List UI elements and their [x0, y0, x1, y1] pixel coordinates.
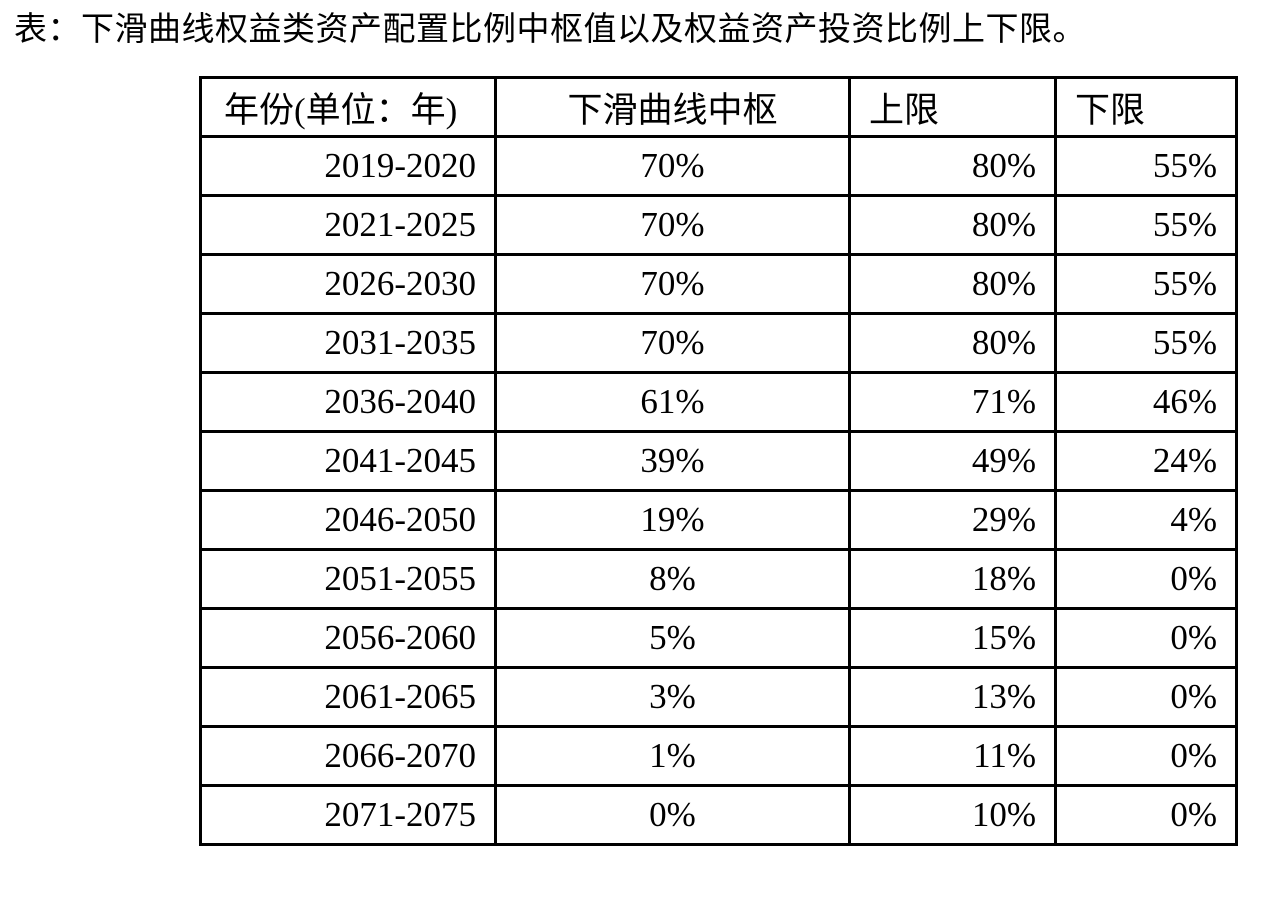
cell-upper: 49% — [848, 430, 1057, 492]
cell-upper: 11% — [848, 725, 1057, 787]
cell-lower: 55% — [1054, 194, 1238, 256]
cell-year: 2046-2050 — [199, 489, 497, 551]
cell-center: 3% — [494, 666, 851, 728]
cell-center: 70% — [494, 135, 851, 197]
glide-path-table: 年份(单位：年) 下滑曲线中枢 上限 下限 2019-2020 70% 80% 55%… — [199, 76, 1238, 846]
cell-center: 61% — [494, 371, 851, 433]
cell-center: 70% — [494, 253, 851, 315]
cell-center: 70% — [494, 194, 851, 256]
cell-lower: 0% — [1054, 666, 1238, 728]
cell-center: 5% — [494, 607, 851, 669]
cell-year: 2051-2055 — [199, 548, 497, 610]
header-upper: 上限 — [848, 76, 1057, 138]
table-row: 2061-2065 3% 13% 0% — [199, 666, 1238, 728]
cell-lower: 0% — [1054, 607, 1238, 669]
cell-year: 2021-2025 — [199, 194, 497, 256]
table-row: 2071-2075 0% 10% 0% — [199, 784, 1238, 846]
cell-year: 2026-2030 — [199, 253, 497, 315]
cell-center: 0% — [494, 784, 851, 846]
cell-lower: 4% — [1054, 489, 1238, 551]
table-row: 2051-2055 8% 18% 0% — [199, 548, 1238, 610]
header-year: 年份(单位：年) — [199, 76, 497, 138]
table-header-row: 年份(单位：年) 下滑曲线中枢 上限 下限 — [199, 76, 1238, 138]
header-center: 下滑曲线中枢 — [494, 76, 851, 138]
table-caption: 表：下滑曲线权益类资产配置比例中枢值以及权益资产投资比例上下限。 — [14, 12, 1086, 48]
cell-lower: 0% — [1054, 784, 1238, 846]
cell-year: 2056-2060 — [199, 607, 497, 669]
cell-lower: 24% — [1054, 430, 1238, 492]
cell-center: 1% — [494, 725, 851, 787]
cell-center: 19% — [494, 489, 851, 551]
table-row: 2046-2050 19% 29% 4% — [199, 489, 1238, 551]
cell-year: 2071-2075 — [199, 784, 497, 846]
table-row: 2021-2025 70% 80% 55% — [199, 194, 1238, 256]
table-row: 2036-2040 61% 71% 46% — [199, 371, 1238, 433]
cell-center: 39% — [494, 430, 851, 492]
cell-upper: 18% — [848, 548, 1057, 610]
cell-lower: 0% — [1054, 548, 1238, 610]
cell-upper: 13% — [848, 666, 1057, 728]
cell-upper: 71% — [848, 371, 1057, 433]
cell-lower: 55% — [1054, 253, 1238, 315]
table-row: 2019-2020 70% 80% 55% — [199, 135, 1238, 197]
cell-year: 2031-2035 — [199, 312, 497, 374]
cell-center: 70% — [494, 312, 851, 374]
header-lower: 下限 — [1054, 76, 1238, 138]
cell-lower: 55% — [1054, 135, 1238, 197]
cell-upper: 29% — [848, 489, 1057, 551]
cell-lower: 0% — [1054, 725, 1238, 787]
cell-year: 2061-2065 — [199, 666, 497, 728]
cell-upper: 80% — [848, 312, 1057, 374]
table-row: 2031-2035 70% 80% 55% — [199, 312, 1238, 374]
cell-upper: 10% — [848, 784, 1057, 846]
cell-year: 2019-2020 — [199, 135, 497, 197]
cell-year: 2066-2070 — [199, 725, 497, 787]
cell-upper: 80% — [848, 135, 1057, 197]
cell-center: 8% — [494, 548, 851, 610]
table-row: 2056-2060 5% 15% 0% — [199, 607, 1238, 669]
cell-lower: 46% — [1054, 371, 1238, 433]
cell-year: 2036-2040 — [199, 371, 497, 433]
table-row: 2066-2070 1% 11% 0% — [199, 725, 1238, 787]
table-row: 2041-2045 39% 49% 24% — [199, 430, 1238, 492]
cell-upper: 80% — [848, 194, 1057, 256]
cell-upper: 80% — [848, 253, 1057, 315]
cell-lower: 55% — [1054, 312, 1238, 374]
table-row: 2026-2030 70% 80% 55% — [199, 253, 1238, 315]
cell-year: 2041-2045 — [199, 430, 497, 492]
cell-upper: 15% — [848, 607, 1057, 669]
